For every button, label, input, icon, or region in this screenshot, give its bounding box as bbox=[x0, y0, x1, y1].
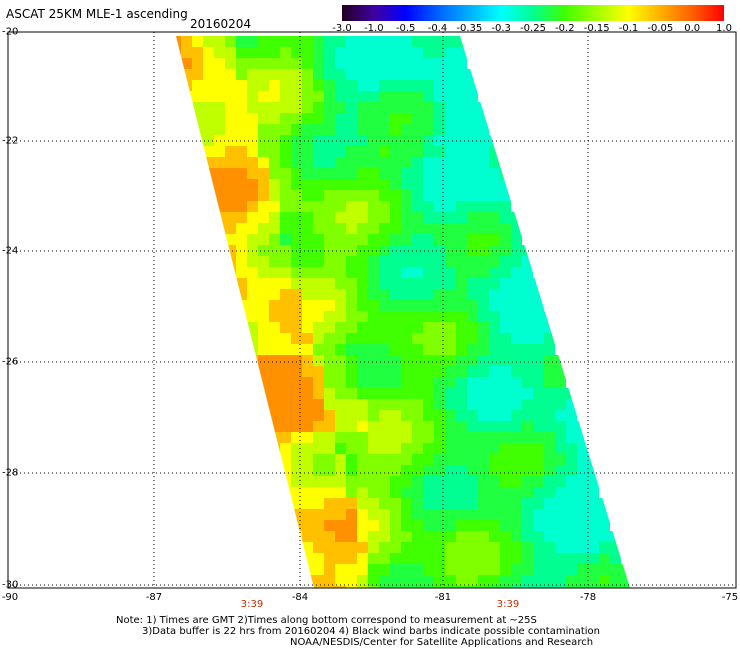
lon-label: -75 bbox=[721, 592, 739, 603]
colorbar-tick-label: 0.0 bbox=[684, 23, 701, 34]
colorbar-tick-label: -1.0 bbox=[364, 23, 384, 34]
colorbar bbox=[342, 5, 724, 21]
colorbar-tick-label: -0.4 bbox=[427, 23, 448, 34]
lon-label: -84 bbox=[291, 592, 309, 603]
colorbar-tick-label: -0.2 bbox=[555, 23, 575, 34]
colorbar-tick-label: -0.05 bbox=[647, 23, 674, 34]
lat-label: -30 bbox=[2, 579, 19, 591]
colorbar-tick-label: -0.15 bbox=[583, 23, 610, 34]
lon-label: -90 bbox=[1, 592, 19, 603]
lat-label: -24 bbox=[2, 245, 19, 257]
colorbar-tick-label: -0.5 bbox=[395, 23, 416, 34]
lat-label: -20 bbox=[2, 26, 19, 38]
colorbar-tick-label: -0.1 bbox=[618, 23, 639, 34]
lon-label: -81 bbox=[434, 592, 452, 603]
footnote-line: 3)Data buffer is 22 hrs from 20160204 4)… bbox=[142, 626, 600, 637]
colorbar-tick-label: -0.25 bbox=[520, 23, 546, 34]
map-title: ASCAT 25KM MLE-1 ascending bbox=[6, 7, 188, 21]
lon-label: -87 bbox=[145, 592, 163, 603]
wind-swath bbox=[176, 36, 630, 588]
lat-label: -26 bbox=[2, 356, 19, 368]
time-label: 3:39 bbox=[240, 599, 264, 610]
colorbar-tick-label: -3.0 bbox=[332, 23, 352, 34]
map-frame bbox=[7, 31, 737, 589]
time-label: 3:39 bbox=[496, 599, 520, 610]
colorbar-tick-label: -0.3 bbox=[491, 23, 511, 34]
footnote: Note: 1) Times are GMT 2)Times along bot… bbox=[116, 615, 600, 648]
lon-label: -78 bbox=[579, 592, 597, 603]
map-date: 20160204 bbox=[190, 17, 252, 31]
footnote-line: NOAA/NESDIS/Center for Satellite Applica… bbox=[290, 637, 594, 648]
lat-label: -22 bbox=[2, 135, 19, 147]
lat-label: -28 bbox=[2, 467, 19, 479]
footnote-line: Note: 1) Times are GMT 2)Times along bot… bbox=[116, 615, 537, 626]
colorbar-tick-label: -0.35 bbox=[456, 23, 483, 34]
colorbar-tick-label: 1.0 bbox=[716, 23, 732, 34]
